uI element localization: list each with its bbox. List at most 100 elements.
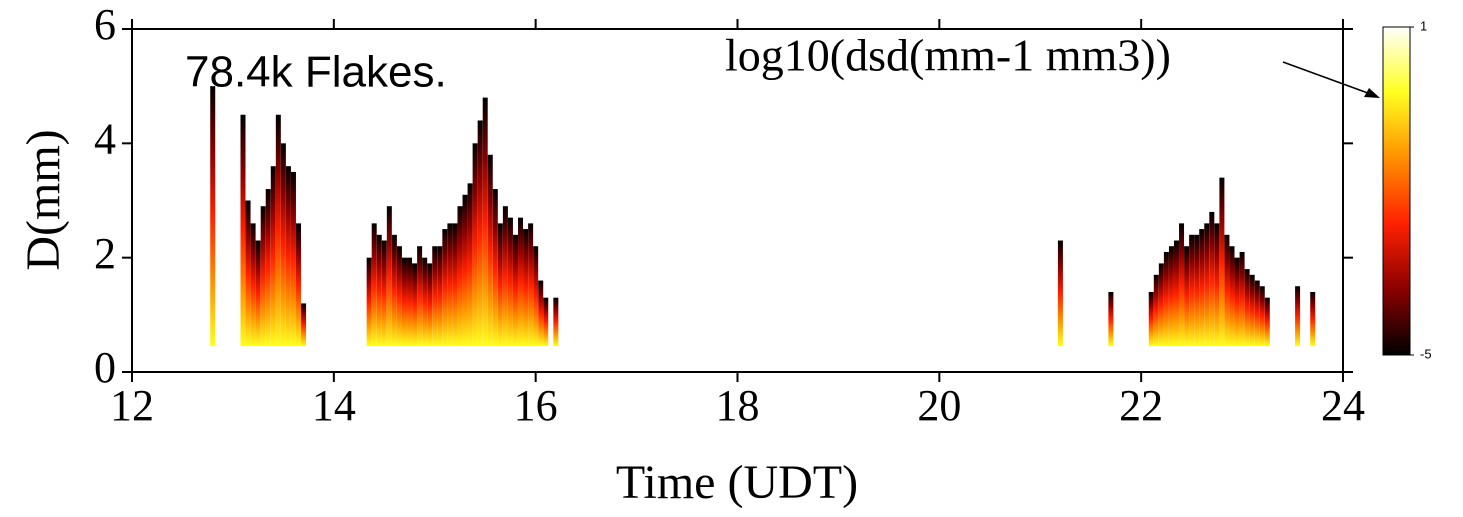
flake-column bbox=[467, 183, 473, 347]
x-tick-label: 16 bbox=[514, 381, 558, 430]
flake-column bbox=[432, 246, 438, 347]
flake-column bbox=[512, 234, 518, 347]
flake-column bbox=[366, 257, 372, 347]
flake-column bbox=[1239, 251, 1245, 347]
x-tick-label: 18 bbox=[716, 381, 760, 430]
heatmap bbox=[210, 86, 1316, 347]
flake-column bbox=[1249, 274, 1255, 347]
x-tick-label: 12 bbox=[110, 381, 154, 430]
y-tick-label: 6 bbox=[94, 0, 116, 49]
flake-column bbox=[1148, 291, 1154, 347]
flake-column bbox=[553, 297, 559, 347]
arrow-head bbox=[1364, 88, 1380, 98]
flake-column bbox=[296, 223, 302, 347]
flake-column bbox=[381, 240, 387, 347]
flake-column bbox=[422, 257, 428, 347]
flake-column bbox=[260, 206, 266, 347]
flake-column bbox=[371, 223, 377, 347]
flake-column bbox=[482, 97, 488, 347]
flake-column bbox=[543, 297, 549, 347]
flake-column bbox=[1209, 211, 1215, 347]
flake-column bbox=[462, 194, 468, 347]
colorbar-tick-label: -5 bbox=[1420, 346, 1432, 361]
flake-column bbox=[497, 223, 503, 347]
colorbar-label: log10(dsd(mm-1 mm3)) bbox=[725, 30, 1171, 81]
flake-column bbox=[412, 263, 418, 347]
flake-column bbox=[523, 229, 529, 347]
flake-column bbox=[1224, 234, 1230, 347]
flake-column bbox=[472, 143, 478, 347]
flake-column bbox=[538, 280, 544, 347]
flake-column bbox=[1229, 246, 1235, 347]
flake-column bbox=[1244, 269, 1250, 347]
flake-column bbox=[1234, 257, 1240, 347]
flake-column bbox=[528, 223, 534, 347]
flake-column bbox=[275, 114, 281, 347]
flake-column bbox=[533, 246, 539, 347]
arrow bbox=[1282, 61, 1377, 97]
flake-column bbox=[477, 120, 483, 347]
flake-column bbox=[1057, 240, 1063, 347]
flake-column bbox=[1199, 229, 1205, 347]
flake-column bbox=[265, 189, 271, 347]
flake-column bbox=[417, 246, 423, 347]
flake-column bbox=[502, 206, 508, 347]
flake-column bbox=[1219, 177, 1225, 347]
flake-column bbox=[437, 246, 443, 347]
flake-column bbox=[1214, 223, 1220, 347]
flake-column bbox=[210, 86, 216, 347]
colorbar bbox=[1382, 26, 1411, 356]
flake-column bbox=[1179, 223, 1185, 347]
flake-column bbox=[250, 223, 256, 347]
flake-column bbox=[447, 223, 453, 347]
x-tick-label: 24 bbox=[1321, 381, 1365, 430]
x-tick-label: 20 bbox=[917, 381, 961, 430]
flake-column bbox=[1194, 234, 1200, 347]
flake-column bbox=[1168, 246, 1174, 347]
x-tick-label: 22 bbox=[1119, 381, 1163, 430]
flake-column bbox=[518, 217, 524, 347]
y-tick-label: 2 bbox=[94, 229, 116, 278]
flake-column bbox=[255, 240, 261, 347]
flake-column bbox=[487, 154, 493, 347]
flake-column bbox=[280, 143, 286, 347]
flake-column bbox=[1189, 234, 1195, 347]
annotation: 78.4k Flakes. bbox=[185, 48, 447, 97]
flake-column bbox=[270, 166, 276, 347]
flake-column bbox=[285, 166, 291, 347]
flake-column bbox=[457, 206, 463, 347]
flake-column bbox=[290, 171, 296, 347]
flake-column bbox=[1254, 280, 1260, 347]
flake-column bbox=[427, 263, 433, 347]
flake-column bbox=[1184, 246, 1190, 347]
flake-column bbox=[407, 257, 413, 347]
flake-column bbox=[452, 223, 458, 347]
flake-column bbox=[245, 200, 251, 347]
flake-column bbox=[386, 206, 392, 347]
flake-column bbox=[1163, 251, 1169, 347]
flake-column bbox=[507, 217, 513, 347]
flake-column bbox=[1264, 297, 1270, 347]
flake-column bbox=[396, 246, 402, 347]
colorbar-tick-label: 1 bbox=[1420, 18, 1427, 33]
flake-column bbox=[1259, 286, 1265, 347]
flake-column bbox=[1153, 274, 1159, 347]
flake-column bbox=[376, 234, 382, 347]
x-tick-label: 14 bbox=[312, 381, 356, 430]
y-axis-label: D(mm) bbox=[17, 129, 70, 270]
flake-column bbox=[240, 114, 246, 347]
y-tick-label: 0 bbox=[94, 343, 116, 392]
flake-column bbox=[1158, 263, 1164, 347]
flake-column bbox=[1173, 240, 1179, 347]
flake-column bbox=[301, 303, 307, 347]
x-axis-label: Time (UDT) bbox=[616, 456, 858, 509]
flake-column bbox=[1295, 286, 1301, 347]
flake-column bbox=[401, 257, 407, 347]
y-tick-label: 4 bbox=[94, 114, 116, 163]
flake-column bbox=[442, 229, 448, 347]
flake-column bbox=[391, 234, 397, 347]
flake-column bbox=[1204, 223, 1210, 347]
flake-column bbox=[1310, 291, 1316, 347]
flake-column bbox=[1108, 291, 1114, 347]
